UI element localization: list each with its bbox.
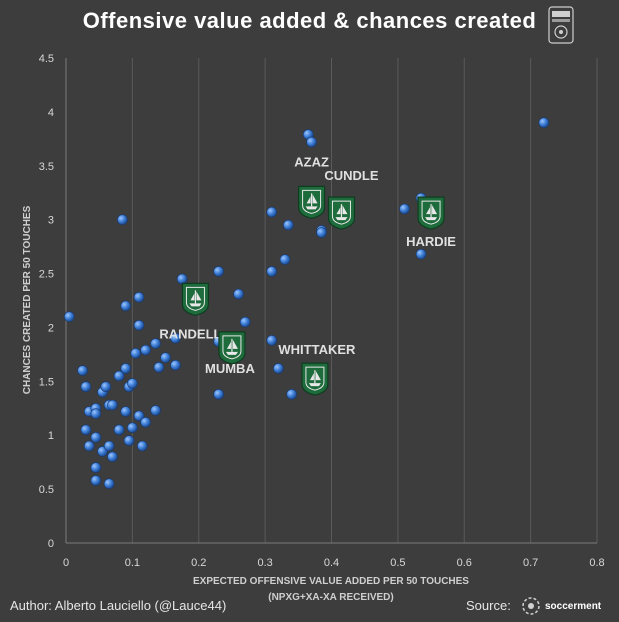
data-point — [133, 291, 145, 303]
data-point — [80, 424, 92, 436]
data-point — [283, 219, 294, 231]
y-tick-label: 2.5 — [39, 269, 54, 281]
data-point — [233, 288, 244, 300]
y-tick-label: 1.5 — [39, 376, 54, 388]
y-tick-label: 0.5 — [39, 484, 54, 496]
y-tick-label: 4 — [48, 107, 54, 119]
x-tick-label: 0.2 — [191, 557, 206, 569]
data-point — [107, 451, 118, 463]
data-points — [64, 117, 550, 490]
player-label: WHITTAKER — [278, 342, 356, 357]
data-point — [90, 475, 102, 486]
data-point — [176, 273, 188, 285]
player-badge-icon — [218, 331, 246, 365]
player-badge-icon — [327, 196, 356, 230]
player-badge-icon — [301, 362, 329, 396]
data-point — [120, 300, 132, 312]
x-tick-label: 0.3 — [257, 557, 272, 569]
data-point — [239, 316, 251, 328]
data-point — [133, 319, 145, 331]
data-point — [90, 462, 102, 473]
data-point — [170, 332, 181, 344]
data-point — [77, 365, 88, 376]
data-point — [64, 311, 75, 322]
data-point — [130, 348, 141, 359]
data-point — [83, 440, 95, 452]
player-label: AZAZ — [294, 154, 329, 169]
axes: 0 0.1 0.2 0.3 0.4 0.5 0.6 0.7 0.8 0 0.5 1 1.5 2 2.5 3 3.… — [39, 53, 605, 569]
data-point — [137, 440, 148, 452]
data-point — [120, 406, 132, 417]
data-point — [90, 432, 102, 443]
data-point — [266, 335, 278, 346]
data-point — [160, 352, 171, 363]
player-badge-icon — [181, 282, 210, 316]
source-brand: soccerment — [545, 601, 602, 612]
data-point — [117, 214, 128, 225]
x-tick-label: 0.7 — [523, 557, 538, 569]
player-label: MUMBA — [205, 361, 255, 376]
y-tick-label: 0 — [48, 538, 54, 550]
source-label: Source: — [466, 598, 511, 613]
player-label: CUNDLE — [324, 168, 378, 183]
x-axis-sublabel: (NPXG+XA-XA RECEIVED) — [268, 592, 393, 603]
data-point — [133, 410, 145, 422]
data-point — [120, 363, 132, 374]
x-tick-label: 0.8 — [589, 557, 604, 569]
player-label: RANDELL — [159, 326, 221, 341]
author-credit: Author: Alberto Lauciello (@Lauce44) — [10, 598, 227, 613]
y-tick-label: 4.5 — [39, 53, 54, 65]
data-point — [150, 338, 161, 349]
data-point — [90, 408, 102, 419]
x-tick-label: 0.4 — [324, 557, 339, 569]
y-tick-label: 2 — [48, 322, 54, 334]
player-label: HARDIE — [406, 234, 456, 249]
data-point — [266, 266, 278, 277]
data-point — [127, 422, 138, 433]
data-point — [415, 248, 427, 260]
data-point — [286, 388, 297, 400]
y-axis-label: CHANCES CREATED PER 50 TOUCHES — [22, 205, 33, 394]
x-tick-label: 0.6 — [457, 557, 472, 569]
data-point — [538, 117, 550, 128]
data-point — [113, 424, 125, 436]
data-point — [153, 362, 165, 373]
grid — [131, 58, 598, 543]
data-point — [140, 416, 151, 428]
data-point — [213, 266, 224, 277]
data-point — [127, 378, 138, 389]
data-point — [113, 370, 125, 382]
data-point — [273, 363, 284, 374]
data-point — [170, 359, 181, 371]
data-point — [266, 206, 278, 218]
data-point — [306, 136, 317, 148]
data-point — [140, 344, 151, 356]
data-point — [103, 440, 115, 452]
player-badge-icon — [417, 196, 445, 230]
data-point — [279, 254, 291, 265]
chart-title: Offensive value added & chances created — [82, 8, 537, 33]
y-tick-label: 3 — [48, 215, 54, 227]
y-tick-label: 1 — [48, 430, 54, 442]
x-tick-label: 0.1 — [125, 557, 140, 569]
data-point — [100, 381, 112, 393]
data-point — [399, 203, 410, 215]
player-badge-icon — [297, 185, 326, 219]
data-point — [213, 388, 224, 400]
data-point — [123, 435, 135, 446]
data-point — [80, 381, 92, 393]
data-point — [107, 399, 118, 411]
data-point — [316, 227, 327, 238]
league-crest-icon — [548, 6, 574, 44]
soccerment-logo-icon — [522, 597, 540, 615]
x-tick-label: 0.5 — [390, 557, 405, 569]
data-point — [103, 478, 115, 490]
y-tick-label: 3.5 — [39, 161, 54, 173]
data-point — [150, 405, 161, 416]
x-tick-label: 0 — [63, 557, 69, 569]
x-axis-label: EXPECTED OFFENSIVE VALUE ADDED PER 50 TO… — [193, 576, 469, 587]
